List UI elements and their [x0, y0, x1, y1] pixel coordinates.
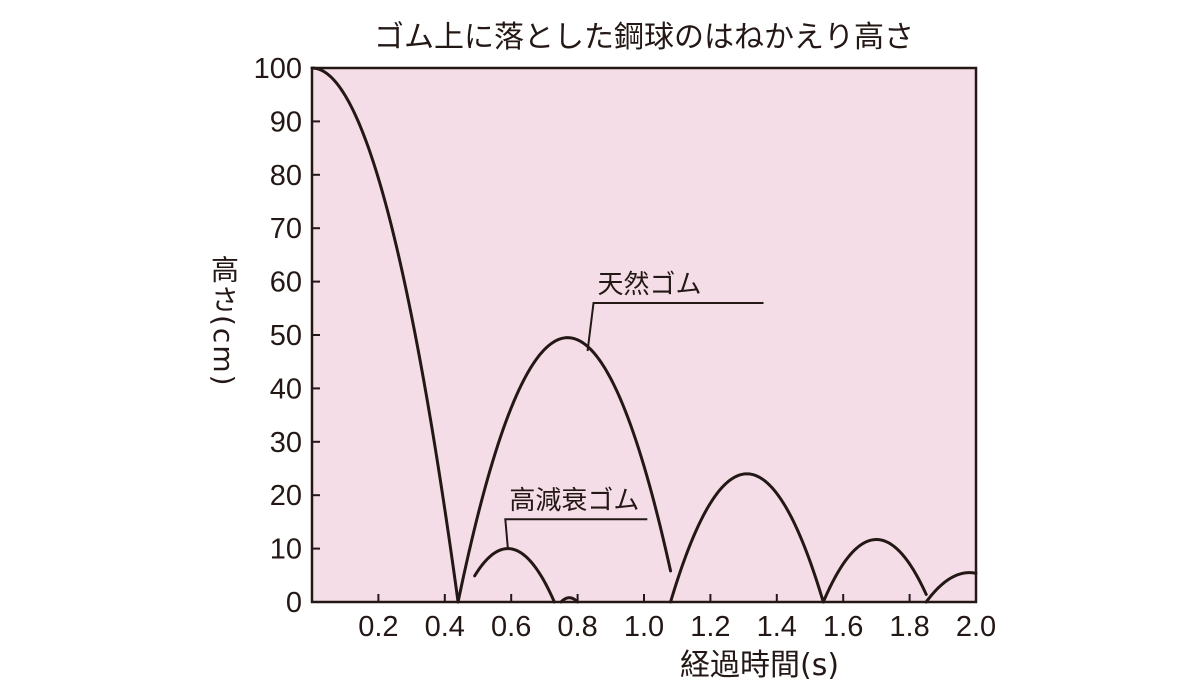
y-tick-label: 70: [270, 213, 302, 245]
annotation-leader: [586, 301, 764, 352]
x-tick-label: 1.6: [823, 611, 863, 643]
series-annotation-label: 高減衰ゴム: [509, 486, 639, 516]
y-tick-label: 80: [270, 160, 302, 192]
x-tick-label: 0.2: [358, 611, 398, 643]
plot-area: [312, 68, 976, 602]
x-tick-label: 1.0: [624, 611, 664, 643]
y-tick-label: 30: [270, 427, 302, 459]
series-segment: [559, 596, 580, 604]
series-segment: [310, 66, 460, 604]
y-axis-label: 高さ(cm): [207, 255, 240, 388]
y-tick-label: 100: [254, 53, 302, 85]
series-segment: [456, 336, 673, 604]
y-tick-label: 40: [270, 373, 302, 405]
annotation-leader: [504, 518, 648, 549]
series-annotation-label: 天然ゴム: [598, 270, 702, 300]
chart-title: ゴム上に落とした鋼球のはねかえり高さ: [374, 20, 914, 55]
x-tick-label: 1.2: [690, 611, 730, 643]
y-tick-label: 60: [270, 267, 302, 299]
y-tick-label: 50: [270, 320, 302, 352]
y-tick-label: 20: [270, 480, 302, 512]
series-segment: [924, 571, 978, 604]
x-tick-label: 0.4: [425, 611, 465, 643]
series-high-damping-rubber: [473, 547, 580, 604]
series-segment: [821, 538, 928, 604]
series-segment: [473, 547, 556, 604]
y-tick-label: 90: [270, 106, 302, 138]
y-tick-label: 0: [286, 587, 302, 619]
x-tick-label: 0.6: [491, 611, 531, 643]
plot-frame: [310, 66, 978, 604]
y-tick-label: 10: [270, 534, 302, 566]
x-tick-label: 0.8: [557, 611, 597, 643]
series-natural-rubber: [310, 66, 978, 604]
x-tick-label: 2.0: [956, 611, 996, 643]
x-tick-label: 1.4: [757, 611, 797, 643]
x-axis-label: 経過時間(s): [680, 648, 840, 683]
x-tick-label: 1.8: [889, 611, 929, 643]
series-segment: [669, 472, 825, 604]
